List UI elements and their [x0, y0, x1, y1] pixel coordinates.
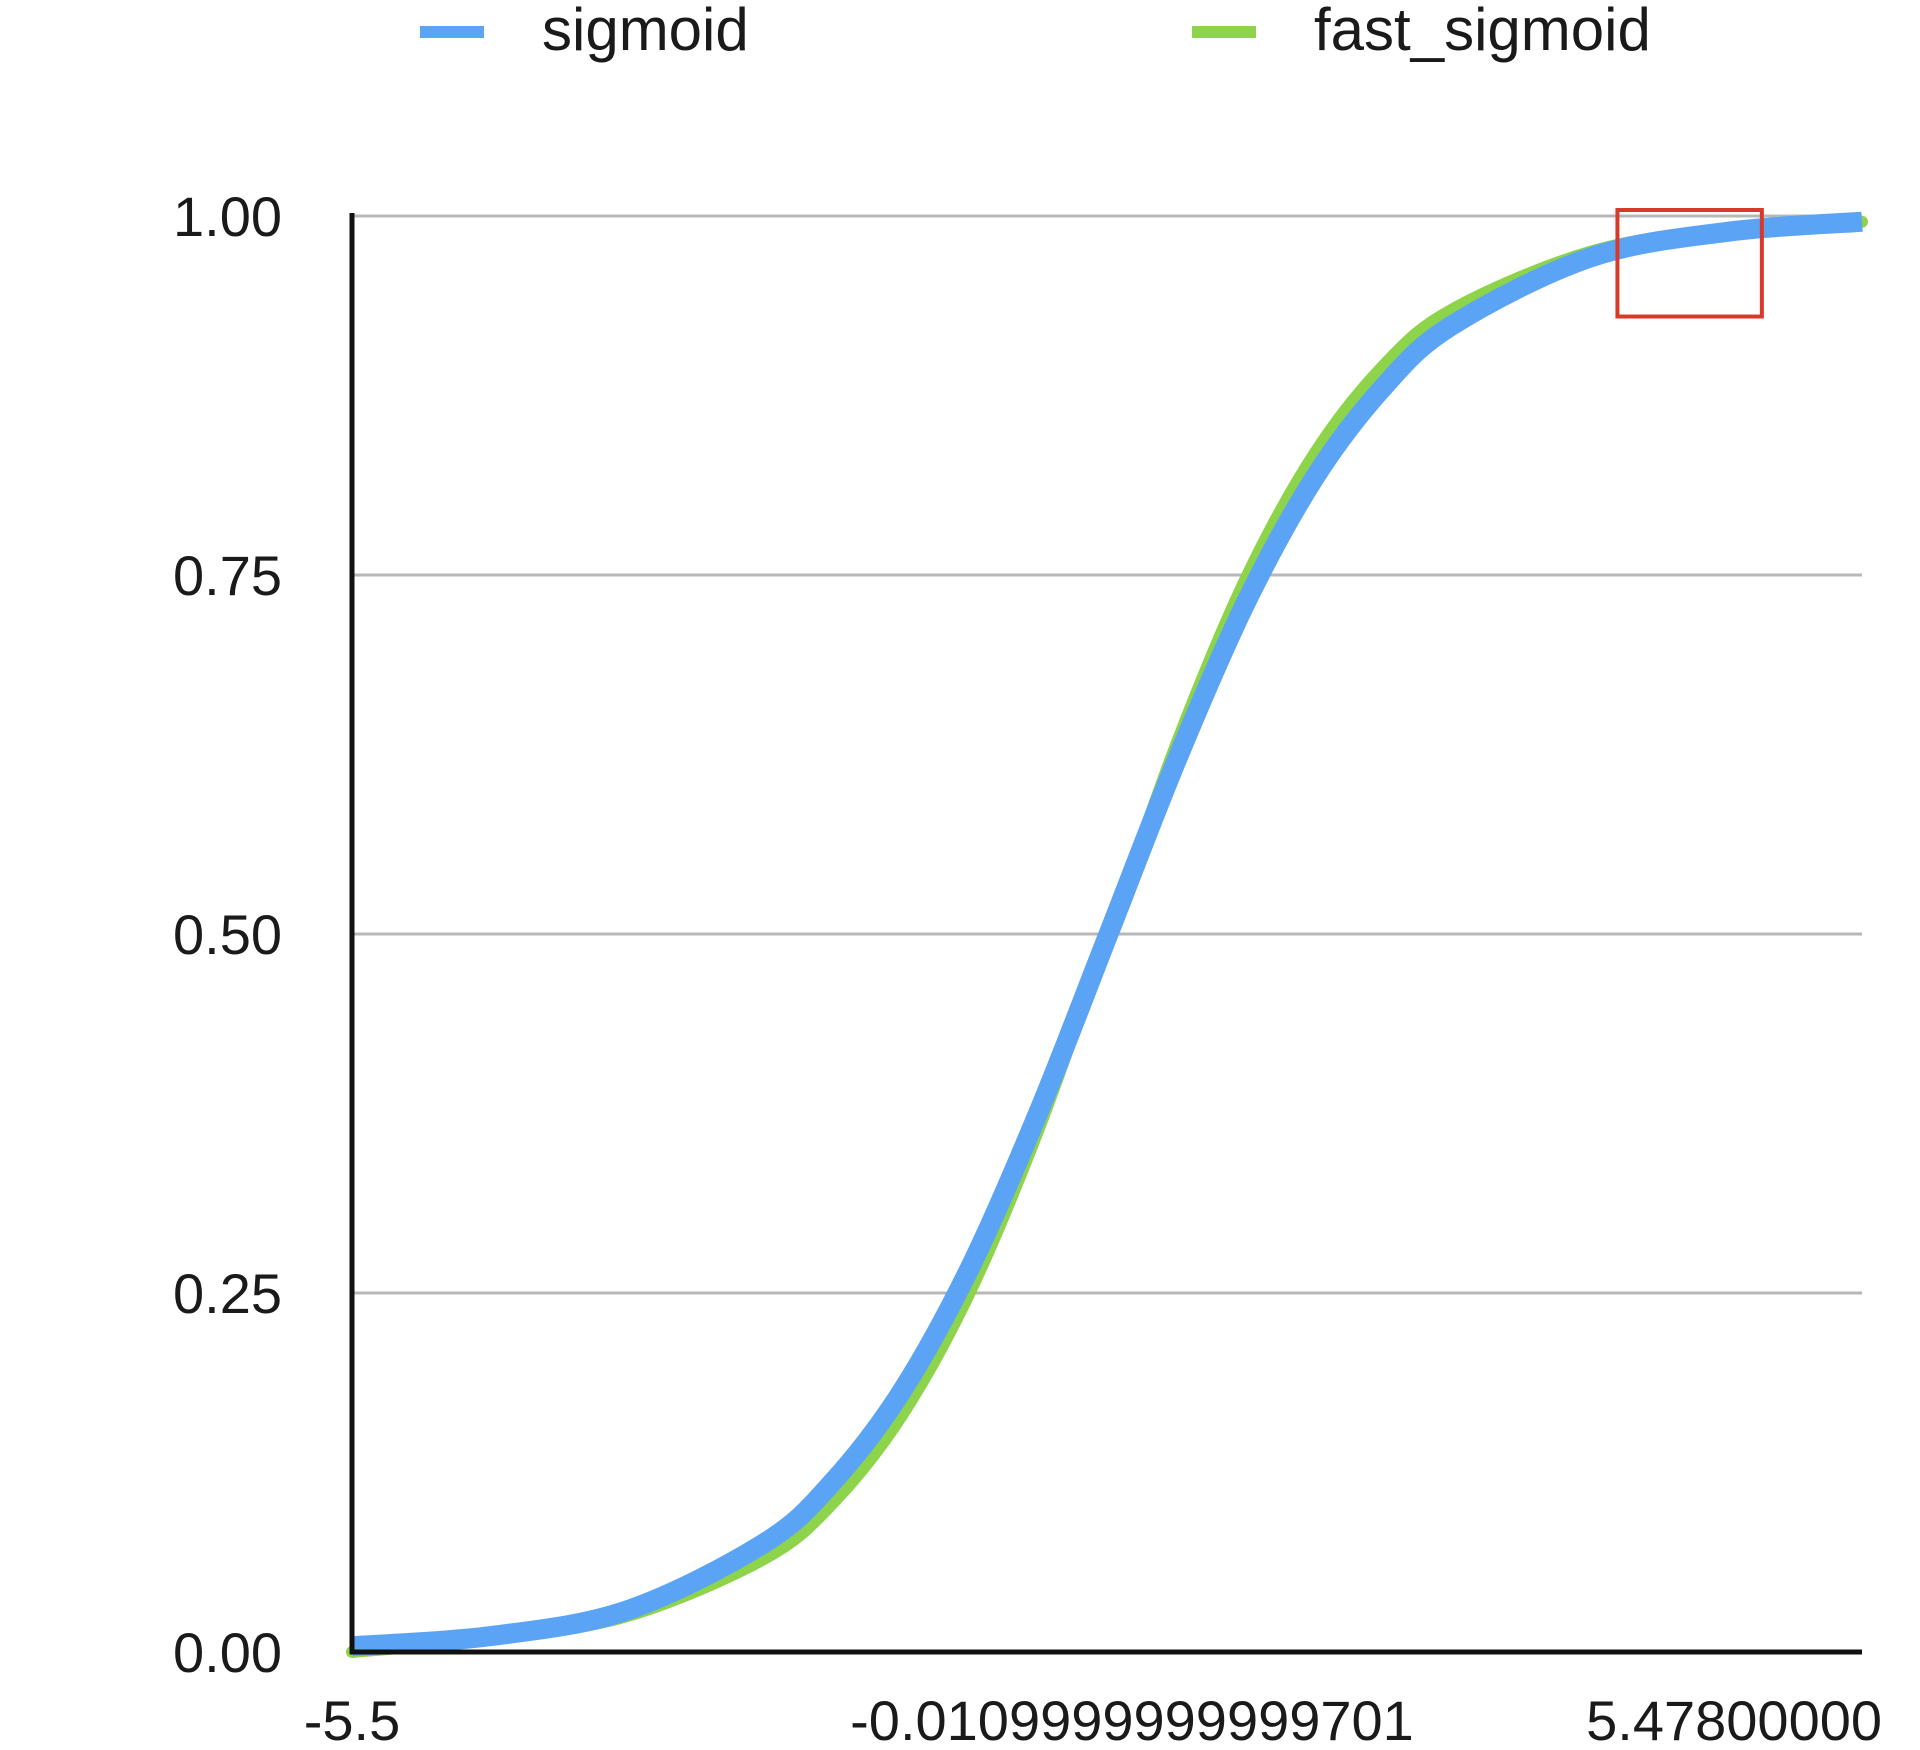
x-tick-label: 5.47800000	[1586, 1689, 1882, 1750]
highlight-box	[1615, 208, 1764, 319]
y-tick-label: 0.25	[173, 1262, 282, 1325]
legend-label-fast-sigmoid: fast_sigmoid	[1314, 0, 1651, 63]
legend: sigmoid fast_sigmoid	[420, 0, 1651, 63]
legend-label-sigmoid: sigmoid	[542, 0, 749, 63]
y-axis-ticks: 0.00 0.25 0.50 0.75 1.00	[173, 185, 282, 1684]
annotations	[1615, 208, 1764, 319]
y-tick-label: 0.50	[173, 903, 282, 966]
x-tick-label: -5.5	[304, 1689, 401, 1750]
y-tick-label: 0.00	[173, 1621, 282, 1684]
gridlines	[352, 214, 1862, 1295]
x-tick-label: -0.0109999999999701	[850, 1689, 1414, 1750]
y-tick-label: 0.75	[173, 544, 282, 607]
series-line-sigmoid	[351, 211, 1863, 1657]
y-tick-label: 1.00	[173, 185, 282, 248]
series-lines	[346, 211, 1868, 1658]
x-axis-ticks: -5.5 -0.0109999999999701 5.47800000	[304, 1689, 1882, 1750]
